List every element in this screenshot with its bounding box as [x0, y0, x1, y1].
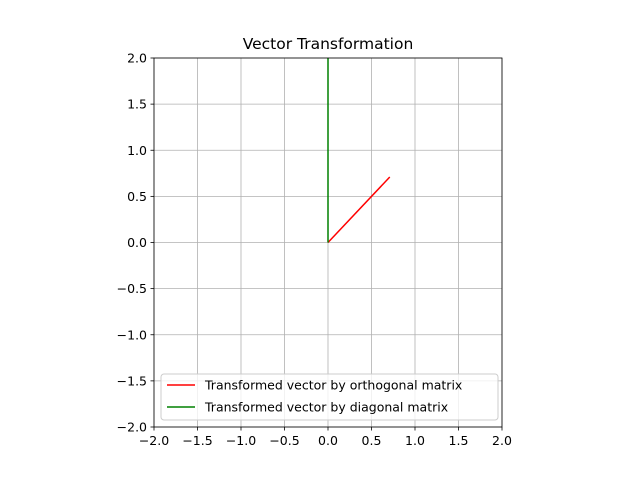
chart-title: Vector Transformation — [243, 35, 414, 53]
y-tick-label: 0.5 — [127, 189, 147, 204]
x-tick-label: −1.5 — [182, 433, 212, 448]
x-tick-label: 2.0 — [492, 433, 512, 448]
y-tick-label: −1.5 — [117, 373, 147, 388]
y-tick-label: −1.0 — [117, 327, 147, 342]
legend-box — [160, 373, 499, 421]
legend-label: Transformed vector by diagonal matrix — [204, 400, 448, 415]
x-tick-label: −1.0 — [226, 433, 256, 448]
y-tick-label: 0.0 — [127, 235, 147, 250]
x-tick-label: −0.5 — [269, 433, 299, 448]
x-tick-label: 1.0 — [405, 433, 425, 448]
y-tick-label: −0.5 — [117, 281, 147, 296]
legend-label: Transformed vector by orthogonal matrix — [204, 378, 462, 393]
x-tick-label: −2.0 — [139, 433, 169, 448]
series-line — [327, 176, 391, 244]
y-tick-label: 1.0 — [127, 143, 147, 158]
y-tick-label: −2.0 — [117, 420, 147, 435]
plot-area: −2.0 −1.5 −1.0 −0.5 0.0 0.5 1.0 1.5 2.0−2.0−1.5−… — [117, 51, 512, 449]
y-tick-label: 2.0 — [127, 51, 147, 66]
x-tick-label: 0.0 — [318, 433, 338, 448]
y-tick-label: 1.5 — [127, 97, 147, 112]
legend: Transformed vector by orthogonal matrix T… — [160, 373, 499, 421]
x-tick-label: 0.5 — [362, 433, 382, 448]
x-tick-label: 1.5 — [449, 433, 469, 448]
